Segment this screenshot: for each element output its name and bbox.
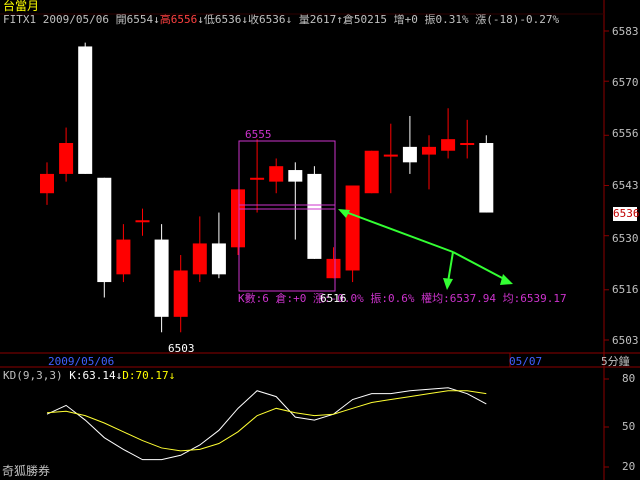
symbol-date: FITX1 2009/05/06 bbox=[3, 13, 109, 26]
candle-down bbox=[78, 46, 93, 174]
candle-down bbox=[211, 243, 226, 275]
k-line bbox=[46, 387, 487, 461]
candle-up bbox=[422, 146, 436, 155]
open-value: 開6554 bbox=[115, 13, 154, 26]
price-tick-2: 6556 bbox=[612, 127, 639, 140]
arrow-shaft bbox=[342, 210, 454, 253]
arrow-head bbox=[338, 209, 350, 218]
candle-up bbox=[383, 154, 398, 157]
k-value: K:63.14 bbox=[69, 369, 116, 382]
d-line bbox=[46, 390, 487, 452]
candles bbox=[40, 42, 494, 333]
arrow-head bbox=[500, 274, 513, 285]
low-value: 低6536 bbox=[203, 13, 242, 26]
open-interest-value: 倉50215 bbox=[342, 13, 387, 26]
volume-up-arrow-icon: ↑ bbox=[336, 13, 343, 26]
price-tick-6: 6503 bbox=[612, 334, 639, 347]
candle-up bbox=[231, 189, 245, 248]
range-select-box bbox=[238, 140, 336, 292]
d-value: D:70.17 bbox=[122, 369, 169, 382]
candle-up bbox=[460, 143, 475, 146]
candle-down bbox=[402, 146, 417, 163]
candle-down bbox=[97, 177, 112, 283]
candle-up bbox=[173, 270, 188, 317]
high-down-arrow-icon: ↓ bbox=[197, 13, 204, 26]
next-date-label: 05/07 bbox=[509, 355, 543, 368]
k-down-arrow-icon: ↓ bbox=[115, 369, 123, 382]
candle-down bbox=[307, 173, 322, 259]
kd-tick-2: 20 bbox=[622, 460, 636, 473]
low-price-label: 6503 bbox=[168, 342, 195, 355]
arrow-head bbox=[443, 278, 453, 290]
kd-indicator-chart bbox=[46, 387, 487, 461]
volume-value: 量2617 bbox=[298, 13, 337, 26]
brand-label: 奇狐勝券 bbox=[2, 464, 51, 478]
price-tick-3: 6543 bbox=[612, 179, 639, 192]
price-tick-5: 6516 bbox=[612, 283, 639, 296]
arrow-shaft bbox=[447, 251, 454, 283]
range-stats-line: K數:6 倉:+0 漲:-0.0% 振:0.6% 權均:6537.94 均:65… bbox=[238, 292, 567, 305]
kd-name: KD(9,3,3) bbox=[3, 369, 63, 382]
candle-up bbox=[192, 243, 207, 275]
kd-label-row: KD(9,3,3) K:63.14↓D:70.17↓ bbox=[3, 370, 175, 382]
candle-up bbox=[326, 258, 341, 279]
price-tick-4: 6530 bbox=[612, 232, 639, 245]
d-down-arrow-icon: ↓ bbox=[168, 369, 176, 382]
candle-down bbox=[479, 143, 494, 213]
quote-info-bar: FITX1 2009/05/06 開6554↓高6556↓低6536↓收6536… bbox=[3, 14, 559, 26]
candle-down bbox=[288, 170, 303, 182]
box-high-label: 6555 bbox=[245, 128, 272, 141]
current-price-tag: 6536 bbox=[613, 207, 640, 221]
candle-up bbox=[250, 177, 265, 180]
candle-up bbox=[116, 239, 131, 275]
chart-overlay bbox=[238, 140, 513, 292]
candle-up bbox=[135, 220, 150, 223]
open-down-arrow-icon: ↓ bbox=[153, 13, 160, 26]
close-down-arrow-icon: ↓ bbox=[285, 13, 293, 26]
candle-up bbox=[441, 139, 456, 151]
candle-down bbox=[154, 239, 169, 317]
box-low-label: 6516 bbox=[320, 292, 347, 305]
high-value: 高6556 bbox=[159, 13, 198, 26]
kd-tick-0: 80 bbox=[622, 372, 636, 385]
close-value: 收6536 bbox=[247, 13, 286, 26]
low-down-arrow-icon: ↓ bbox=[241, 13, 248, 26]
arrow-shaft bbox=[452, 251, 507, 281]
kd-tick-1: 50 bbox=[622, 420, 636, 433]
change-value: 漲(-18)-0.27% bbox=[475, 13, 560, 26]
candle-up bbox=[345, 185, 360, 271]
price-tick-0: 6583 bbox=[612, 25, 639, 38]
candle-up bbox=[59, 143, 74, 174]
candle-up bbox=[269, 166, 284, 182]
price-tick-1: 6570 bbox=[612, 76, 639, 89]
oi-change-value: 增+0 bbox=[393, 13, 418, 26]
date-label: 2009/05/06 bbox=[48, 355, 115, 368]
amplitude-value: 振0.31% bbox=[424, 13, 469, 26]
candle-up bbox=[40, 173, 54, 194]
period-label[interactable]: 5分鐘 bbox=[601, 355, 630, 368]
contract-title: 台當月 bbox=[3, 0, 40, 13]
candle-up bbox=[364, 150, 379, 194]
